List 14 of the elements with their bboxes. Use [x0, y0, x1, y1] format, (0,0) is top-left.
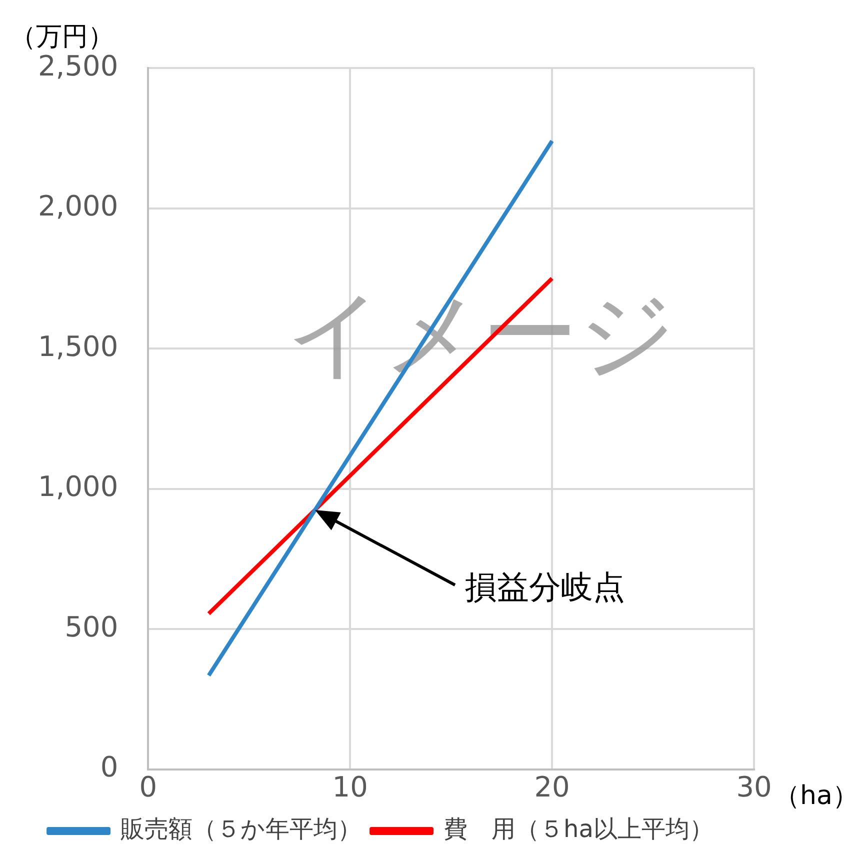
- y-tick-label: 2,000: [38, 190, 118, 223]
- x-tick-label: 0: [139, 770, 158, 804]
- y-tick-label: 2,500: [38, 49, 118, 82]
- annotation: 損益分岐点: [465, 568, 626, 606]
- y-tick-label: 1,000: [38, 470, 118, 504]
- x-tick-label: 10: [332, 770, 368, 804]
- y-axis-title: （万円）: [10, 22, 114, 52]
- y-tick-label: 500: [64, 610, 118, 644]
- x-axis-title: （ha）: [774, 780, 857, 811]
- y-tick-label: 1,500: [38, 330, 118, 363]
- x-tick-label: 30: [736, 770, 772, 804]
- x-tick-label: 20: [534, 770, 570, 804]
- legend-label: 販売額（５か年平均）: [120, 815, 362, 844]
- legend-label: 費 用（５ha以上平均）: [444, 815, 714, 844]
